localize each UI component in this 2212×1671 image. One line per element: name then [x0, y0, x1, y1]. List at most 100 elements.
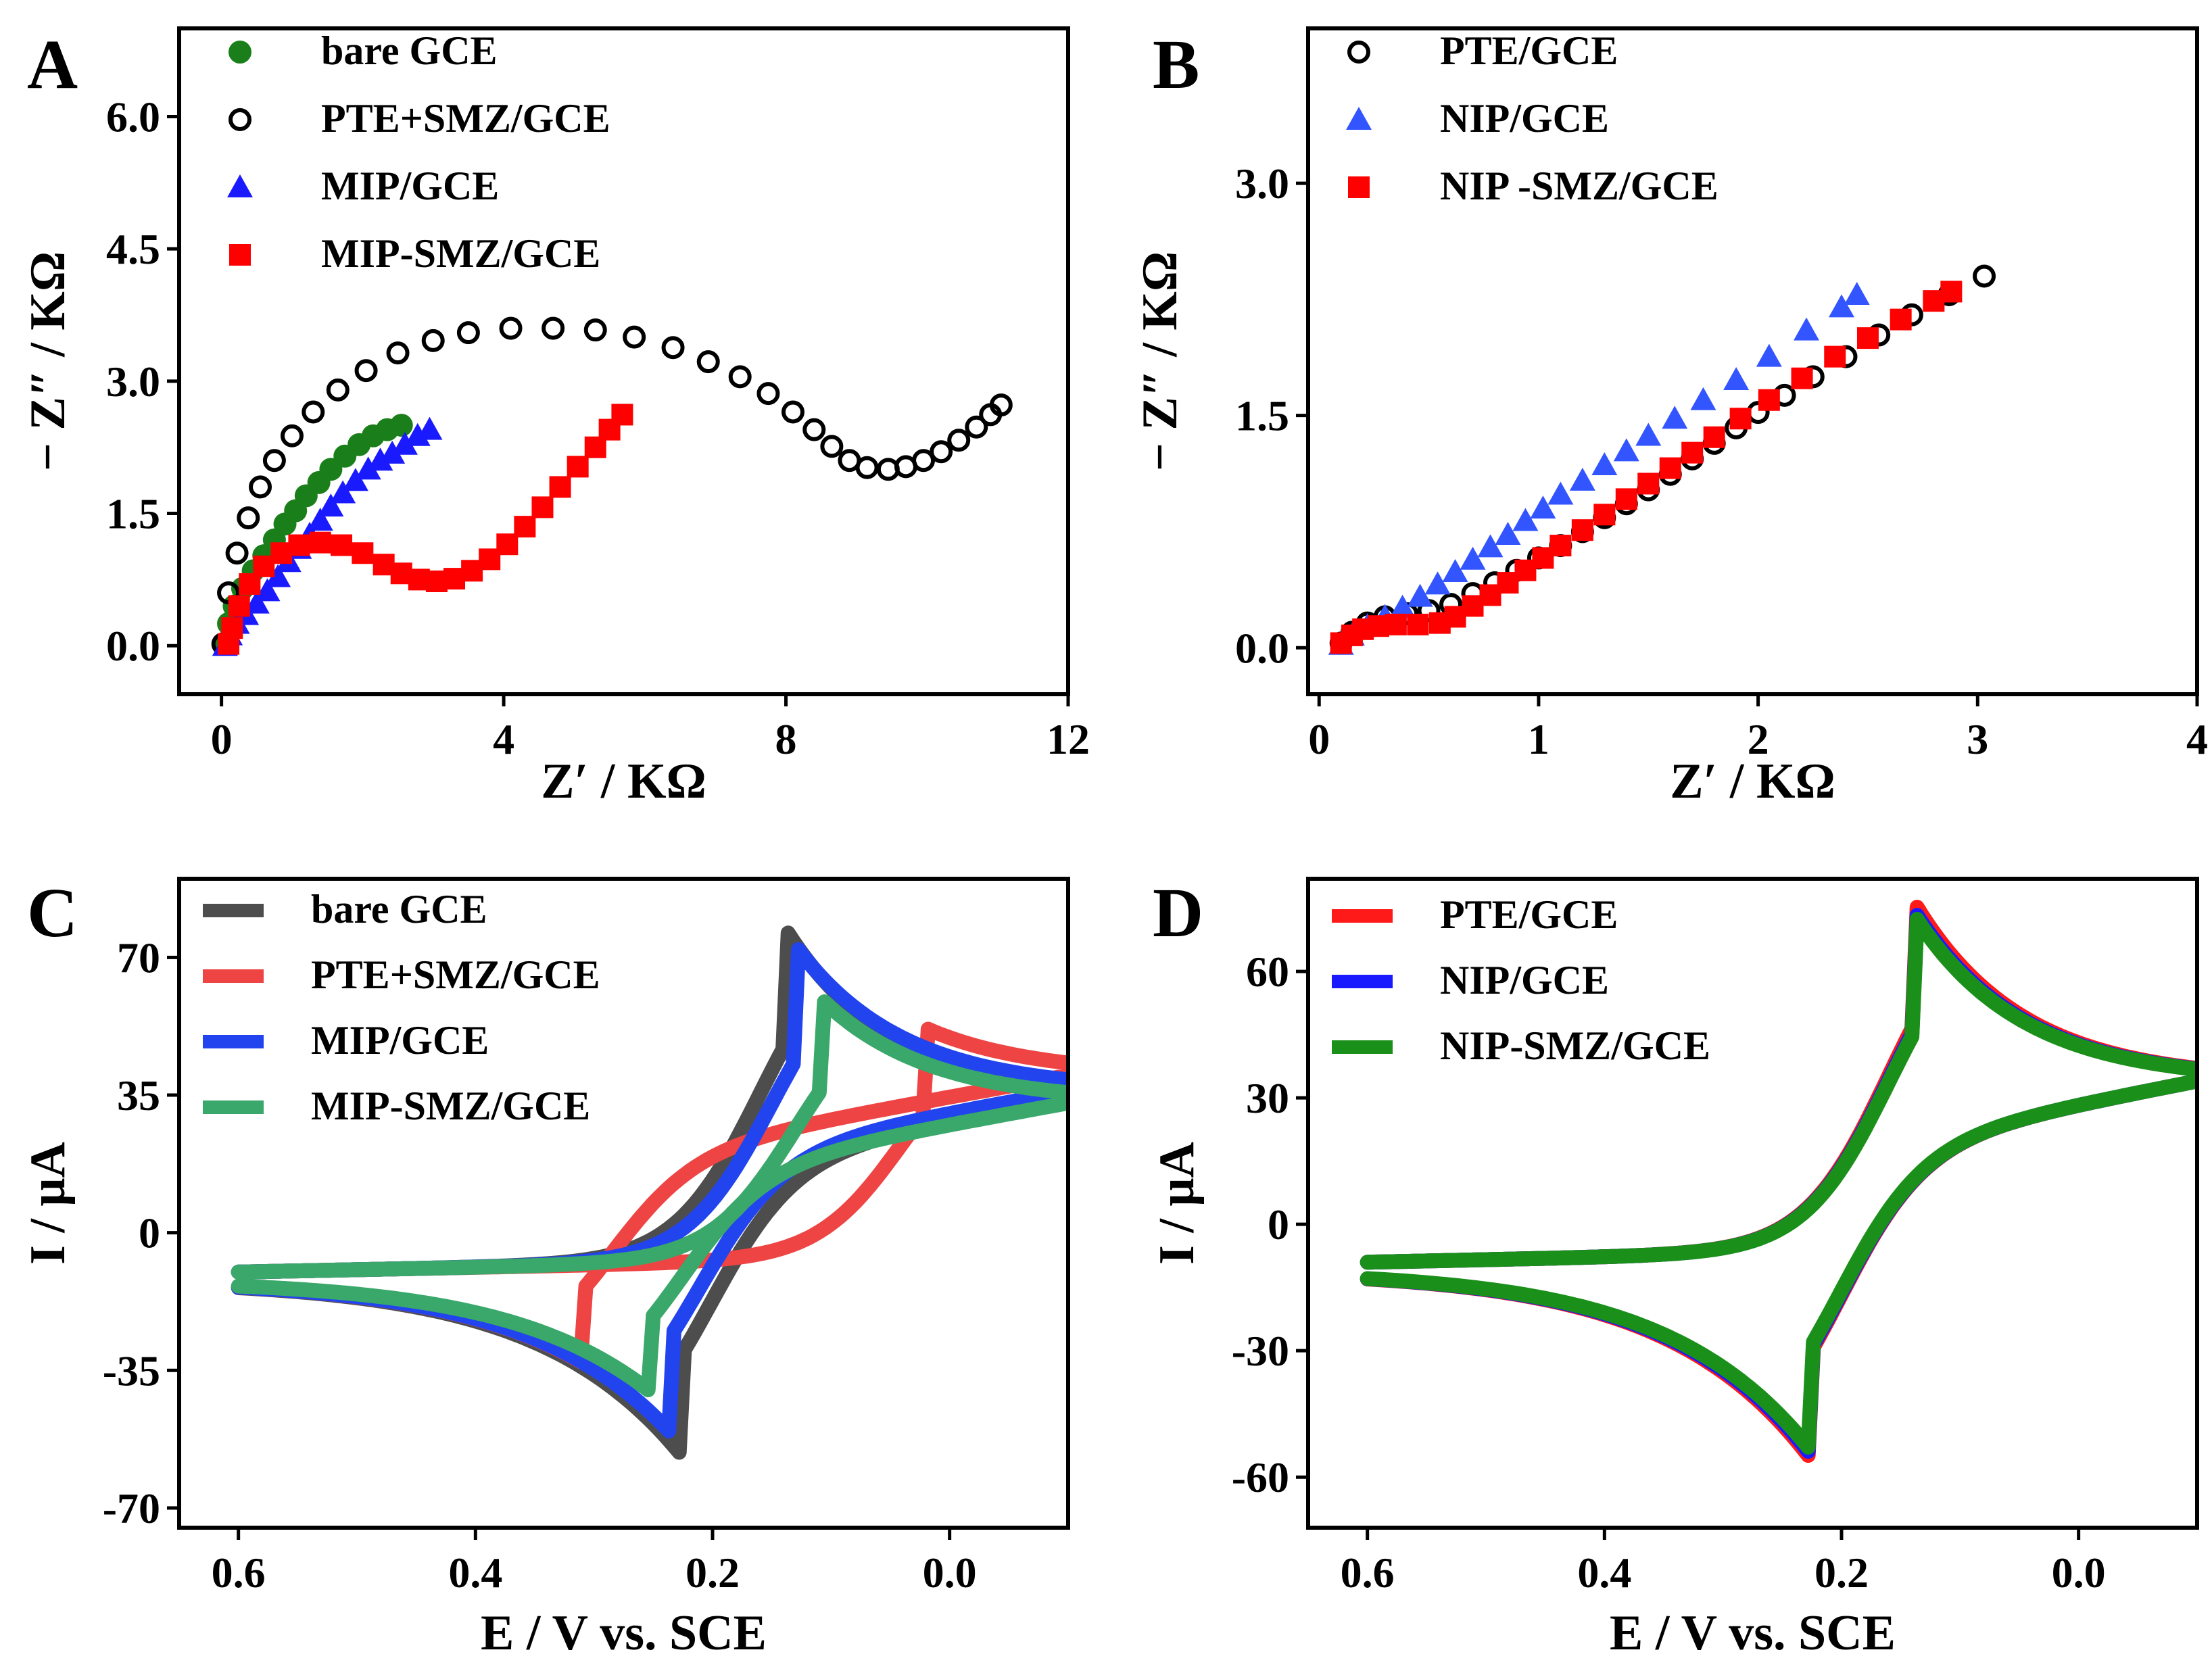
data-point: [965, 415, 988, 439]
data-point: [1844, 282, 1870, 305]
y-tick-label: 0: [1268, 1201, 1289, 1249]
legend-marker: [229, 108, 251, 131]
data-point: [514, 516, 536, 538]
data-point: [355, 456, 381, 480]
data-point: [1615, 488, 1637, 510]
data-point: [1756, 343, 1782, 367]
data-point: [249, 475, 272, 499]
data-point: [404, 422, 431, 446]
data-point: [1407, 613, 1429, 635]
panel-label: B: [1153, 26, 1199, 103]
y-tick-label: -30: [1232, 1327, 1289, 1375]
legend-label: PTE+SMZ/GCE: [321, 96, 610, 141]
x-tick-label: 0.4: [1577, 1549, 1631, 1597]
plot-frame: [1306, 877, 2199, 1530]
y-tick-label: -35: [103, 1347, 160, 1395]
legend-label: PTE/GCE: [1440, 28, 1618, 73]
data-point: [352, 542, 374, 564]
plot-area: [1328, 264, 1996, 655]
legend-label: MIP/GCE: [311, 1018, 489, 1063]
x-tick-label: 0.2: [686, 1549, 740, 1597]
data-point: [1495, 522, 1521, 546]
plot-frame: [1306, 26, 2199, 696]
data-point: [1681, 441, 1704, 464]
data-point: [1794, 317, 1820, 341]
data-point: [1791, 367, 1813, 389]
y-tick-label: 3.0: [106, 358, 160, 406]
data-point: [288, 534, 310, 556]
x-tick-label: 2: [1748, 715, 1769, 763]
legend-label: MIP-SMZ/GCE: [311, 1084, 590, 1128]
plot-area: [231, 925, 1068, 1460]
y-axis-title: I / μA: [1149, 1142, 1205, 1265]
y-tick-label: 4.5: [106, 225, 160, 273]
data-point: [781, 400, 804, 424]
plot-area: [211, 316, 1013, 656]
data-point: [416, 416, 443, 440]
y-tick-label: -70: [103, 1484, 160, 1532]
data-point: [583, 318, 607, 342]
data-point: [354, 359, 378, 383]
data-point: [1593, 504, 1616, 526]
y-axis-title: I / μA: [20, 1142, 76, 1265]
data-point: [1690, 387, 1716, 410]
data-point: [262, 449, 286, 473]
data-point: [243, 590, 270, 614]
data-point: [302, 400, 325, 424]
data-point: [1890, 308, 1912, 331]
data-point: [728, 365, 752, 389]
legend-label: bare GCE: [321, 28, 498, 73]
data-point: [1389, 594, 1416, 618]
y-tick-label: 35: [117, 1071, 160, 1119]
x-tick-label: 0.6: [212, 1549, 266, 1597]
y-tick-label: 3.0: [1235, 160, 1289, 208]
panel-label: A: [27, 26, 78, 103]
data-point: [499, 316, 523, 340]
data-point: [1407, 583, 1433, 607]
data-point: [1613, 438, 1639, 462]
data-point: [696, 350, 720, 374]
data-point: [318, 493, 344, 517]
data-point: [456, 321, 480, 345]
x-axis-title: Z′ / KΩ: [541, 754, 706, 809]
plot-frame: [177, 877, 1070, 1530]
y-tick-label: 0.0: [1235, 624, 1289, 672]
x-tick-label: 4: [2186, 715, 2208, 763]
y-axis-title: − Z″ / KΩ: [20, 251, 76, 471]
data-point: [1659, 457, 1681, 479]
data-point: [1424, 571, 1451, 595]
data-point: [1829, 294, 1854, 318]
y-tick-label: 1.5: [106, 490, 160, 538]
legend-marker: [1346, 107, 1372, 130]
x-tick-label: 1: [1528, 715, 1549, 763]
data-point: [1547, 481, 1574, 505]
data-point: [1973, 264, 1996, 288]
x-tick-label: 0: [211, 715, 233, 763]
y-tick-label: -60: [1232, 1453, 1289, 1501]
data-point: [611, 404, 633, 426]
panel-D: 0.6 0.4 0.2 0.0 60 30 0 -30 -60 PTE/GCE NIP/GCE NIP…: [1149, 874, 2199, 1661]
legend-label: MIP/GCE: [321, 164, 499, 208]
data-point: [1662, 406, 1688, 429]
data-point: [225, 541, 249, 565]
legend-marker: [229, 244, 251, 266]
legend-marker: [229, 41, 251, 64]
legend-label: bare GCE: [311, 887, 487, 931]
data-point: [1940, 281, 1963, 303]
x-axis-title: Z′ / KΩ: [1670, 754, 1835, 809]
legend: bare GCE PTE+SMZ/GCE MIP/GCE MIP-SMZ/GCE: [227, 28, 610, 276]
legend-label: NIP-SMZ/GCE: [1440, 1023, 1710, 1068]
data-point: [989, 393, 1013, 417]
data-point: [389, 414, 413, 437]
data-point: [254, 578, 281, 602]
data-point: [367, 447, 393, 471]
data-point: [280, 424, 304, 447]
data-point: [661, 336, 685, 360]
data-point: [930, 440, 953, 464]
legend-label: NIP/GCE: [1440, 96, 1609, 141]
panel-label: D: [1153, 874, 1203, 952]
data-point: [237, 506, 260, 530]
legend-label: NIP/GCE: [1440, 958, 1609, 1002]
data-point: [1758, 389, 1780, 411]
y-tick-label: 0.0: [106, 622, 160, 670]
